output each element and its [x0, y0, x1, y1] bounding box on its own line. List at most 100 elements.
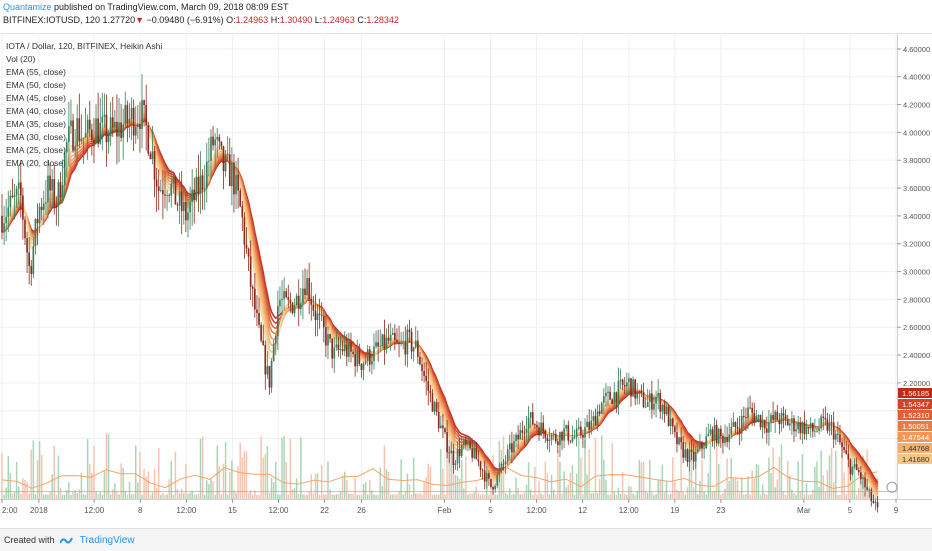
candle-body — [720, 428, 722, 437]
volume-bar — [626, 494, 628, 499]
volume-bar — [630, 486, 632, 499]
volume-bar — [354, 477, 356, 499]
volume-bar — [496, 494, 498, 499]
candle-body — [74, 146, 76, 151]
candle-body — [132, 107, 135, 136]
candle-body — [249, 256, 252, 287]
volume-bar — [855, 494, 858, 499]
volume-bar — [141, 494, 143, 499]
volume-bar — [151, 492, 154, 499]
indicator-legend[interactable]: IOTA / Dollar, 120, BITFINEX, Heikin Ash… — [6, 41, 162, 168]
candle-body — [114, 121, 116, 128]
candle-body — [648, 393, 651, 403]
volume-bar — [634, 494, 636, 499]
candle-body — [734, 422, 737, 428]
candle-body — [830, 422, 833, 424]
volume-bar — [820, 450, 822, 499]
chart-area[interactable]: IOTA / Dollar, 120, BITFINEX, Heikin Ash… — [0, 33, 932, 525]
volume-bar — [329, 489, 331, 499]
candle-body — [680, 437, 682, 443]
author-link[interactable]: Quantamize — [3, 2, 52, 12]
candle-body — [93, 139, 95, 144]
volume-bar — [32, 440, 35, 499]
volume-bar — [473, 492, 475, 499]
candle-body — [688, 449, 691, 462]
legend-ema-20[interactable]: EMA (20, close) — [6, 158, 66, 168]
close-value: 1.28342 — [366, 15, 399, 25]
volume-bar — [385, 469, 388, 499]
price-labels: 1.56185 1.54347 1.52310 1.50051 1.47544 1.447… — [0, 388, 932, 493]
legend-ema-55[interactable]: EMA (55, close) — [6, 67, 66, 77]
volume-bar — [711, 491, 714, 499]
x-tick-label: 2:00 — [2, 506, 18, 515]
volume-bar — [638, 459, 641, 499]
volume-bar — [843, 472, 845, 499]
legend-ema-30[interactable]: EMA (30, close) — [6, 132, 66, 142]
volume-bar — [358, 494, 361, 499]
legend-ema-25[interactable]: EMA (25, close) — [6, 145, 66, 155]
candle-body — [669, 418, 672, 427]
legend-ema-40[interactable]: EMA (40, close) — [6, 106, 66, 116]
y-tick-label: 2.40000 — [903, 351, 930, 360]
volume-bar — [550, 474, 553, 499]
volume-bar — [231, 460, 233, 499]
legend-main[interactable]: IOTA / Dollar, 120, BITFINEX, Heikin Ash… — [6, 41, 162, 51]
volume-bar — [730, 457, 733, 499]
candle-body — [460, 445, 463, 457]
volume-bar — [471, 493, 473, 499]
candle-body — [364, 361, 367, 364]
candle-body — [9, 195, 12, 208]
candle-body — [103, 114, 106, 117]
volume-bar — [628, 486, 630, 499]
legend-ema-35[interactable]: EMA (35, close) — [6, 119, 66, 129]
volume-bar — [300, 437, 302, 499]
volume-bar — [795, 494, 797, 499]
candle-body — [383, 334, 386, 350]
time-axis[interactable]: 2:00 2018 12:00 8 12:00 15 12:00 22 26 Feb 5 12:00 1… — [1, 499, 899, 515]
candle-body — [362, 363, 365, 370]
candle-body — [360, 363, 363, 370]
legend-ema-45[interactable]: EMA (45, close) — [6, 93, 66, 103]
volume-bar — [419, 492, 421, 499]
candle-body — [228, 154, 231, 187]
legend-vol[interactable]: Vol (20) — [6, 54, 35, 64]
volume-bar — [732, 478, 735, 499]
volume-bar — [832, 482, 835, 499]
volume-bar — [107, 434, 110, 499]
volume-bar — [218, 466, 221, 499]
candle-body — [99, 122, 102, 144]
volume-bar — [613, 492, 615, 499]
tradingview-brand[interactable]: TradingView — [79, 535, 135, 546]
volume-bar — [375, 494, 377, 499]
volume-bar — [7, 455, 9, 499]
volume-bar — [695, 461, 697, 499]
candle-body — [159, 190, 162, 191]
volume-bar — [302, 494, 304, 499]
candle-body — [107, 136, 110, 143]
candle-body — [435, 402, 438, 412]
candle-body — [582, 435, 584, 438]
legend-ema-50[interactable]: EMA (50, close) — [6, 80, 66, 90]
candle-body — [699, 442, 701, 450]
price-chart[interactable]: IOTA / Dollar, 120, BITFINEX, Heikin Ash… — [0, 33, 932, 525]
candle-body — [34, 219, 37, 247]
published-text: published on TradingView.com, March 09, … — [54, 2, 289, 12]
candle-body — [224, 154, 227, 172]
candle-body — [584, 427, 586, 438]
volume-bar — [655, 494, 657, 499]
volume-bar — [678, 491, 680, 499]
candle-body — [832, 422, 835, 440]
volume-bar — [477, 493, 480, 499]
volume-bar — [289, 439, 292, 499]
volume-bar — [590, 493, 593, 499]
candle-body — [126, 105, 129, 124]
candle-body — [809, 423, 812, 429]
volume-bar — [690, 451, 693, 499]
candle-body — [609, 391, 611, 400]
candle-body — [70, 120, 72, 127]
volume-bar — [663, 492, 666, 499]
candle-body — [841, 442, 843, 448]
volume-bar — [615, 495, 618, 499]
volume-bar — [381, 485, 384, 499]
volume-bar — [63, 494, 66, 499]
